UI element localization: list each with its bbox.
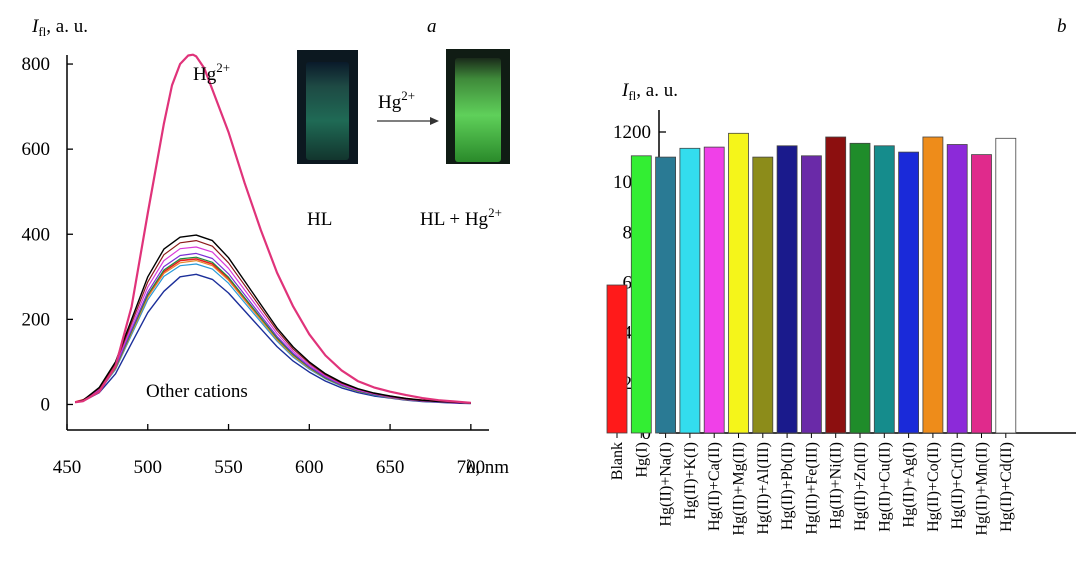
category-label: Hg(II)+K(I) — [682, 442, 699, 519]
bar — [752, 156, 774, 434]
panel-a-label: a — [427, 16, 437, 37]
panel-b-ylabel: Ifl, a. u. — [621, 80, 678, 103]
panel-a-x-tick-label: 450 — [53, 457, 82, 478]
bar — [679, 147, 701, 434]
vial-inset: Hg2+ HL HL + Hg2+ — [297, 49, 510, 230]
panel-a-y-tick-label: 800 — [22, 54, 51, 75]
panel-a-x-tick-label: 700 — [457, 457, 486, 478]
category-label: Hg(I) — [633, 442, 650, 478]
bar — [873, 145, 895, 434]
bar — [655, 156, 676, 434]
bar — [825, 136, 847, 434]
category-label: Hg(II)+Cr(II) — [949, 442, 966, 529]
panel-a-y-tick-label: 0 — [41, 394, 51, 415]
panel-a-y-tick-label: 200 — [22, 309, 51, 330]
category-label: Hg(II)+Ag(I) — [901, 442, 918, 527]
bar — [776, 145, 798, 434]
hl-vial-liquid — [306, 62, 349, 160]
reaction-arrow-label: Hg2+ — [378, 88, 415, 113]
spectrum-line — [74, 234, 471, 404]
spectrum-line — [74, 53, 471, 404]
bar — [728, 132, 749, 434]
panel-a-axes — [66, 55, 489, 431]
hl-vial-label: HL — [307, 209, 332, 230]
panel-a-ticks: 450 500 550 600 650 700 0 200 400 600 800 — [22, 54, 486, 478]
panel-a-x-tick-label: 600 — [295, 457, 324, 478]
category-label: Hg(II)+Mn(II) — [974, 442, 991, 535]
reaction-arrowhead — [430, 117, 439, 125]
other-cations-label: Other cations — [146, 381, 248, 402]
bar — [995, 137, 1017, 434]
category-label: Hg(II)+Pb(II) — [779, 442, 796, 530]
category-label: Hg(II)+Ni(II) — [828, 442, 845, 529]
hg-peak-label: Hg2+ — [193, 60, 230, 85]
category-label: Hg(II)+Ca(II) — [706, 442, 723, 531]
bar — [606, 284, 628, 434]
category-label: Hg(II)+Na(I) — [658, 442, 675, 527]
category-label: Hg(II)+Cd(II) — [998, 442, 1015, 532]
panel-a-xlabel: λ, nm — [466, 457, 509, 478]
hl-hg-vial-label: HL + Hg2+ — [420, 205, 502, 230]
category-label: Hg(II)+Cu(II) — [876, 442, 893, 532]
bar — [630, 155, 652, 434]
bar — [946, 144, 968, 434]
panel-b-bar-chart: b Ifl, a. u. 020040060080010001200 Blank… — [606, 16, 1076, 535]
category-label: Hg(II)+Al(III) — [755, 442, 772, 535]
panel-b-y-tick-label: 0 — [642, 423, 652, 444]
category-label: Hg(II)+Mg(II) — [731, 442, 748, 535]
bar — [801, 155, 822, 434]
bar — [898, 151, 919, 434]
panel-a-line-chart: a Ifl, a. u. λ, nm 450 500 550 600 650 700 0 20… — [22, 16, 510, 478]
bar — [849, 142, 871, 434]
category-label: Hg(II)+Zn(II) — [852, 442, 869, 531]
panel-a-y-tick-label: 600 — [22, 139, 51, 160]
category-label: Blank — [609, 442, 626, 480]
panel-b-y-tick-label: 1200 — [613, 122, 651, 143]
panel-a-x-tick-label: 550 — [214, 457, 243, 478]
panel-a-ylabel: Ifl, a. u. — [31, 16, 88, 39]
panel-a-y-tick-label: 400 — [22, 224, 51, 245]
hl-hg-vial-liquid — [455, 58, 501, 162]
bar — [971, 154, 992, 434]
panel-b-category-labels: Blank Hg(I) Hg(II)+Na(I) Hg(II)+K(I) Hg(II)+… — [609, 442, 1015, 535]
panel-a-x-tick-label: 500 — [134, 457, 163, 478]
panel-a-series — [74, 53, 471, 405]
category-label: Hg(II)+Co(II) — [925, 442, 942, 532]
bar — [703, 146, 725, 434]
panel-b-bars — [606, 132, 1017, 434]
category-label: Hg(II)+Fe(III) — [803, 442, 820, 535]
panel-a-x-tick-label: 650 — [376, 457, 405, 478]
panel-b-label: b — [1057, 16, 1067, 37]
bar — [922, 136, 944, 434]
